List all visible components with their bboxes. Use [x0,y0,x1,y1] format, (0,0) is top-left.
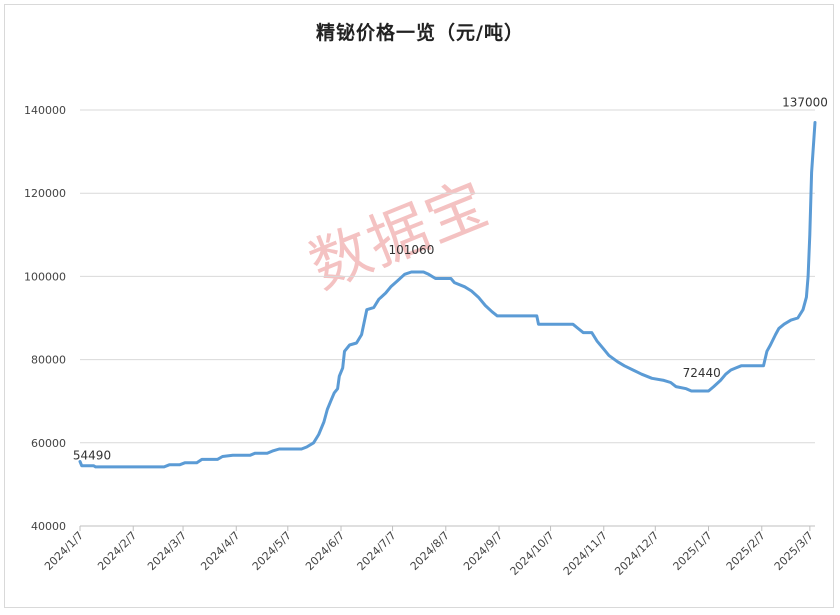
series-layer [78,121,817,469]
data-label: 54490 [73,449,111,463]
chart-title: 精铋价格一览（元/吨） [316,22,524,44]
data-label: 101060 [389,243,435,257]
grid-lines [80,109,815,444]
y-axis: 40000 60000 80000 100000 120000 140000 [24,104,66,533]
x-tick-label: 2024/6/7 [303,529,347,573]
y-tick-label: 120000 [24,187,66,200]
chart-frame [4,4,834,608]
x-tick-label: 2024/8/7 [408,529,452,573]
y-tick-label: 140000 [24,104,66,117]
x-tick-label: 2024/11/7 [561,529,610,578]
y-tick-label: 40000 [31,520,66,533]
series-line [78,121,817,469]
x-tick-label: 2025/3/7 [772,529,816,573]
x-tick-label: 2025/2/7 [724,529,768,573]
x-tick-label: 2024/2/7 [95,529,139,573]
y-tick-label: 60000 [31,437,66,450]
x-axis: 2024/1/7 2024/2/7 2024/3/7 2024/4/7 2024/5/7… [42,525,816,578]
x-tick-label: 2024/7/7 [355,529,399,573]
x-tick-label: 2024/9/7 [461,529,505,573]
x-tick-label: 2024/12/7 [612,529,661,578]
data-labels: 54490 101060 72440 137000 [73,95,828,462]
x-tick-label: 2024/4/7 [198,529,242,573]
x-tick-label: 2025/1/7 [671,529,715,573]
x-tick-label: 2024/3/7 [145,529,189,573]
x-tick-label: 2024/10/7 [508,529,557,578]
x-tick-label: 2024/1/7 [42,529,86,573]
data-label: 72440 [683,366,721,380]
y-tick-label: 80000 [31,354,66,367]
x-tick-label: 2024/5/7 [250,529,294,573]
data-label: 137000 [782,95,828,109]
y-tick-label: 100000 [24,270,66,283]
